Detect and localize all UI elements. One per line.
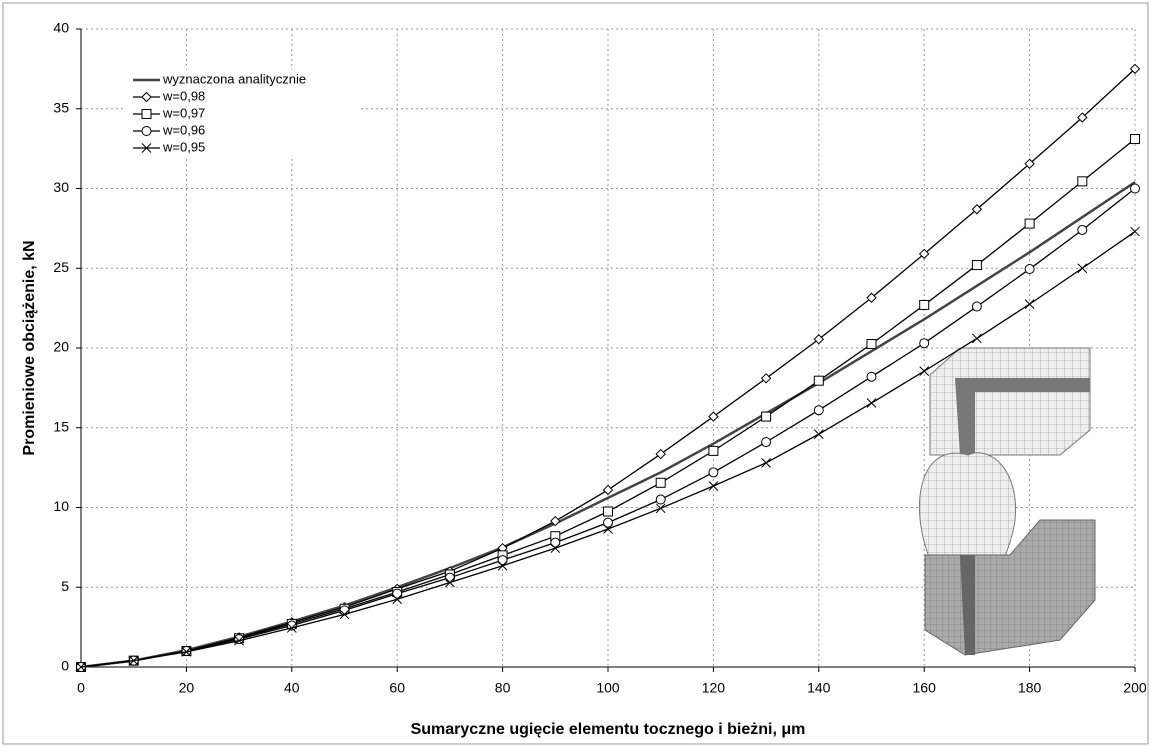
marker: [972, 302, 981, 311]
y-tick-label: 40: [53, 20, 69, 36]
x-tick-label: 120: [702, 680, 726, 696]
y-tick-label: 5: [61, 578, 69, 594]
y-tick-label: 10: [53, 498, 69, 514]
marker: [393, 589, 402, 598]
marker: [920, 339, 929, 348]
marker: [142, 110, 151, 119]
x-tick-label: 180: [1018, 680, 1042, 696]
x-tick-label: 100: [596, 680, 620, 696]
y-axis-title: Promieniowe obciążenie, kN: [21, 240, 38, 455]
marker: [604, 507, 613, 516]
y-tick-label: 30: [53, 179, 69, 195]
legend-label: wyznaczona analitycznie: [162, 71, 306, 86]
marker: [1078, 225, 1087, 234]
legend-label: w=0,97: [162, 105, 205, 120]
x-tick-label: 80: [495, 680, 511, 696]
marker: [1078, 177, 1087, 186]
x-tick-label: 60: [389, 680, 405, 696]
marker: [142, 127, 151, 136]
marker: [814, 376, 823, 385]
chart: 0 5 10 15 20 25 30 35 40 0 20 40 60 80 100 120 140 160 180…: [0, 0, 1151, 747]
marker: [1131, 184, 1140, 193]
x-tick-label: 40: [284, 680, 300, 696]
x-tick-label: 0: [77, 680, 85, 696]
x-tick-label: 140: [807, 680, 831, 696]
marker: [814, 406, 823, 415]
marker: [920, 300, 929, 309]
marker: [867, 340, 876, 349]
y-tick-label: 25: [53, 259, 69, 275]
x-axis-title: Sumaryczne ugięcie elementu tocznego i b…: [411, 721, 806, 738]
marker: [972, 261, 981, 270]
marker: [762, 412, 771, 421]
y-tick-label: 35: [53, 99, 69, 115]
marker: [498, 556, 507, 565]
marker: [235, 635, 244, 644]
marker: [1025, 265, 1034, 274]
x-tick-label: 160: [913, 680, 937, 696]
marker: [709, 446, 718, 455]
marker: [709, 468, 718, 477]
legend-label: w=0,96: [162, 122, 205, 137]
legend-label: w=0,98: [162, 88, 205, 103]
x-tick-label: 200: [1123, 680, 1147, 696]
y-tick-label: 0: [61, 658, 69, 674]
marker: [551, 538, 560, 547]
legend-label: w=0,95: [162, 139, 205, 154]
marker: [656, 478, 665, 487]
marker: [867, 372, 876, 381]
marker: [1025, 219, 1034, 228]
marker: [1131, 135, 1140, 144]
marker: [656, 495, 665, 504]
y-tick-label: 15: [53, 418, 69, 434]
marker: [762, 438, 771, 447]
y-tick-label: 20: [53, 339, 69, 355]
x-tick-label: 20: [179, 680, 195, 696]
legend: wyznaczona analitycznie w=0,98 w=0,97 w=0,9…: [125, 70, 360, 158]
